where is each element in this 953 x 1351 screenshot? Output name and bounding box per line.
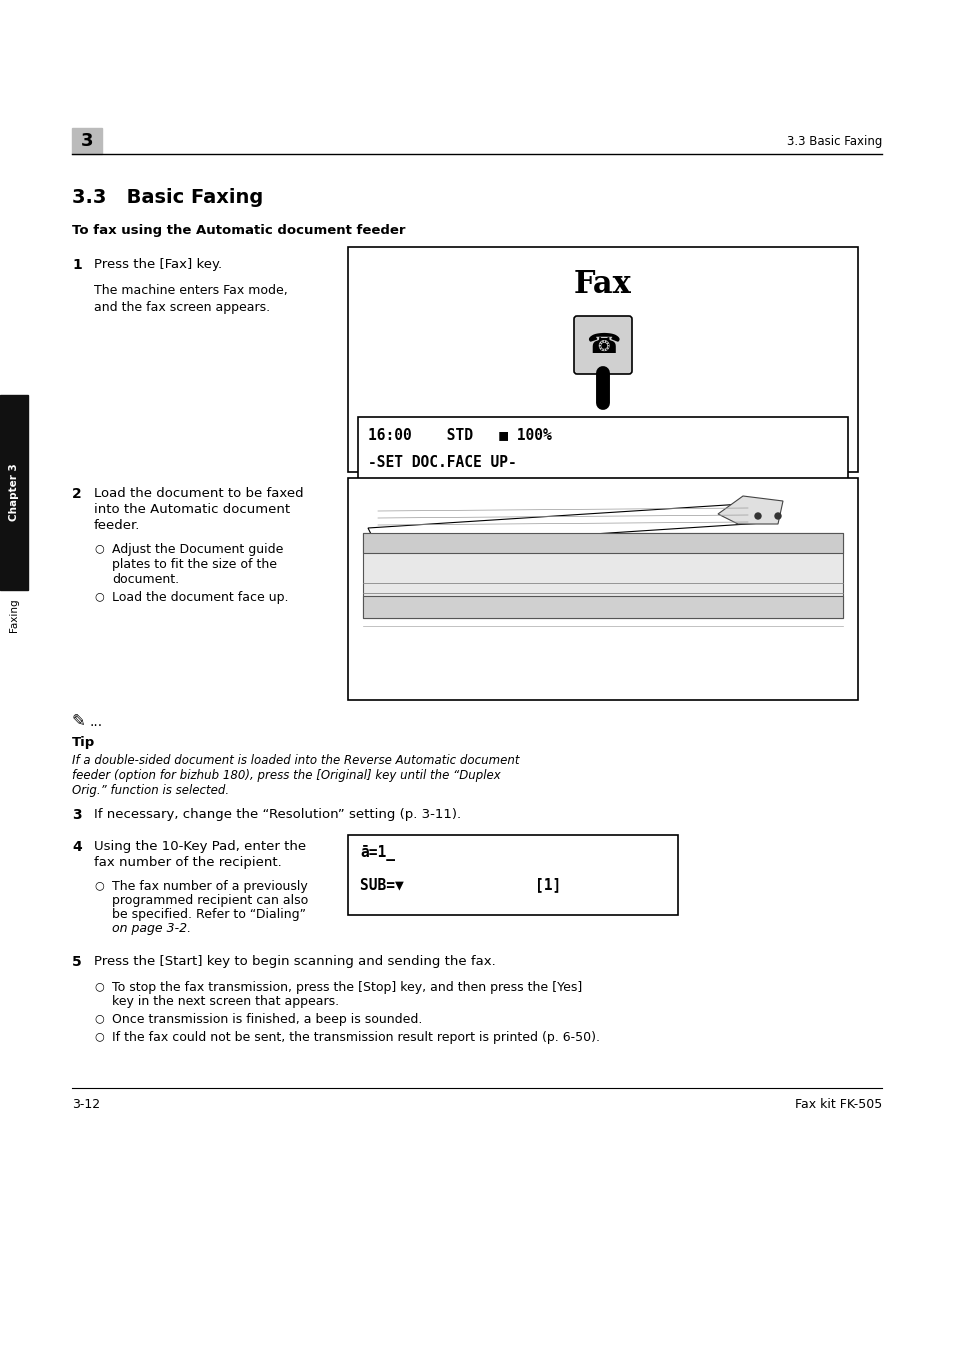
Text: ○: ○ [94,590,104,601]
Text: Using the 10-Key Pad, enter the: Using the 10-Key Pad, enter the [94,840,306,852]
Text: key in the next screen that appears.: key in the next screen that appears. [112,994,338,1008]
Text: 4: 4 [71,840,82,854]
Text: SUB=▼               [1]: SUB=▼ [1] [359,877,560,892]
Polygon shape [718,496,782,524]
Text: feeder (option for bizhub 180), press the [Original] key until the “Duplex: feeder (option for bizhub 180), press th… [71,769,500,782]
Text: Fax: Fax [574,269,631,300]
Text: 3-12: 3-12 [71,1098,100,1111]
Bar [71,128,102,154]
Text: -SET DOC.FACE UP-: -SET DOC.FACE UP- [368,455,517,470]
Text: If necessary, change the “Resolution” setting (p. 3-11).: If necessary, change the “Resolution” se… [94,808,460,821]
Text: feeder.: feeder. [94,519,140,532]
Text: If a double-sided document is loaded into the Reverse Automatic document: If a double-sided document is loaded int… [71,754,519,767]
Text: 2: 2 [71,486,82,501]
Text: 3.3   Basic Faxing: 3.3 Basic Faxing [71,188,263,207]
Text: If the fax could not be sent, the transmission result report is printed (p. 6-50: If the fax could not be sent, the transm… [112,1031,599,1044]
Text: Faxing: Faxing [9,598,19,632]
Text: ○: ○ [94,880,104,890]
Text: Load the document to be faxed: Load the document to be faxed [94,486,303,500]
Text: 3: 3 [81,132,93,150]
Text: Press the [Fax] key.: Press the [Fax] key. [94,258,222,272]
Text: Orig.” function is selected.: Orig.” function is selected. [71,784,229,797]
Text: ☎: ☎ [585,331,619,359]
Text: plates to fit the size of the: plates to fit the size of the [112,558,276,571]
Text: The machine enters Fax mode,: The machine enters Fax mode, [94,284,288,297]
Text: into the Automatic document: into the Automatic document [94,503,290,516]
Text: 1: 1 [71,258,82,272]
Bar [363,596,842,617]
Text: ○: ○ [94,1031,104,1042]
Bar [580,399,624,416]
Text: ○: ○ [94,981,104,992]
Bar [348,478,857,700]
Text: ○: ○ [94,1013,104,1023]
Text: 3: 3 [71,808,82,821]
Bar [348,247,857,471]
Bar [0,394,28,590]
Polygon shape [368,503,762,549]
Text: Tip: Tip [71,736,95,748]
Bar [363,534,842,553]
Bar [348,835,678,915]
Text: Adjust the Document guide: Adjust the Document guide [112,543,283,557]
Text: ✎: ✎ [71,712,86,730]
Text: To fax using the Automatic document feeder: To fax using the Automatic document feed… [71,224,405,236]
Text: and the fax screen appears.: and the fax screen appears. [94,301,270,313]
Text: Load the document face up.: Load the document face up. [112,590,288,604]
Text: The fax number of a previously: The fax number of a previously [112,880,308,893]
Text: To stop the fax transmission, press the [Stop] key, and then press the [Yes]: To stop the fax transmission, press the … [112,981,581,994]
Text: Fax kit FK-505: Fax kit FK-505 [794,1098,882,1111]
Text: 3.3 Basic Faxing: 3.3 Basic Faxing [786,135,882,149]
Text: fax number of the recipient.: fax number of the recipient. [94,857,281,869]
Text: Once transmission is finished, a beep is sounded.: Once transmission is finished, a beep is… [112,1013,422,1025]
Bar [357,417,847,486]
Text: Press the [Start] key to begin scanning and sending the fax.: Press the [Start] key to begin scanning … [94,955,496,969]
Text: ○: ○ [94,543,104,553]
Text: ā=1_: ā=1_ [359,844,395,861]
FancyBboxPatch shape [574,316,631,374]
Bar [363,534,842,617]
Text: document.: document. [112,573,179,586]
Text: ...: ... [90,715,103,730]
Text: programmed recipient can also: programmed recipient can also [112,894,308,907]
Circle shape [754,513,760,519]
Text: Chapter 3: Chapter 3 [9,463,19,521]
Text: 5: 5 [71,955,82,969]
Text: on page 3-2.: on page 3-2. [112,921,191,935]
Text: 16:00    STD   ■ 100%: 16:00 STD ■ 100% [368,427,551,442]
Text: be specified. Refer to “Dialing”: be specified. Refer to “Dialing” [112,908,306,921]
Circle shape [774,513,781,519]
